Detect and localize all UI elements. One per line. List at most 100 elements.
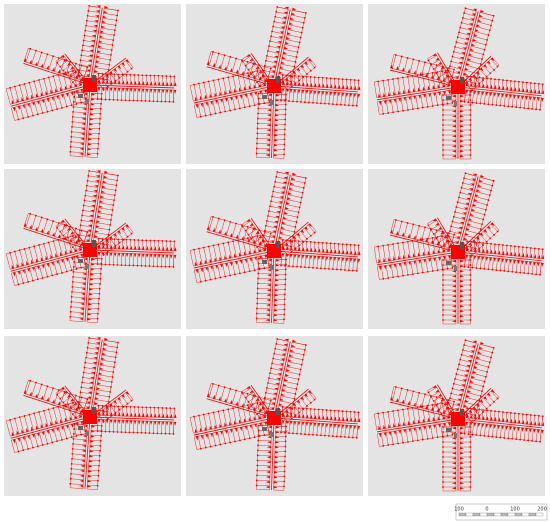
parcel-line (464, 254, 466, 267)
parcel-line (529, 247, 532, 258)
parcel-line (308, 255, 310, 268)
node (69, 477, 72, 480)
node (116, 431, 119, 433)
building (270, 240, 275, 243)
node (474, 86, 477, 88)
node (148, 265, 151, 267)
node (382, 411, 384, 414)
node (469, 259, 472, 261)
node (72, 442, 74, 445)
building (464, 202, 470, 206)
building (271, 235, 276, 238)
parcel-line (283, 381, 298, 385)
building (483, 229, 488, 233)
building (265, 153, 270, 157)
building (463, 72, 468, 75)
building (292, 403, 297, 407)
building (265, 475, 270, 479)
parcel-line (517, 413, 520, 424)
parcel-line (332, 257, 334, 270)
node (85, 184, 88, 187)
parcel-line (313, 409, 315, 419)
node (22, 282, 25, 285)
building (281, 353, 286, 356)
parcel-line (218, 411, 222, 428)
parcel-line (441, 76, 450, 83)
parcel-line (468, 411, 476, 420)
building (470, 247, 473, 252)
building (121, 420, 125, 425)
node (83, 34, 86, 37)
node (475, 102, 478, 104)
node (267, 215, 269, 217)
node (392, 276, 395, 279)
building (244, 258, 248, 263)
node (519, 271, 522, 274)
building (422, 86, 426, 91)
parcel-line (242, 220, 251, 227)
parcel-line (433, 395, 442, 402)
building (274, 466, 279, 469)
node (400, 55, 403, 58)
parcel-line (95, 62, 110, 65)
building (235, 234, 239, 239)
scale-box (455, 503, 548, 521)
building (64, 417, 68, 422)
node (449, 230, 451, 233)
node (482, 409, 484, 411)
parcel-line (292, 341, 306, 346)
node (333, 409, 336, 412)
building (533, 254, 537, 259)
parcel-line (213, 245, 218, 262)
building (102, 411, 105, 416)
building (92, 361, 97, 365)
building (195, 104, 199, 109)
building (297, 89, 301, 94)
building (86, 69, 91, 72)
node (537, 82, 540, 85)
building (469, 255, 473, 260)
building (472, 370, 477, 374)
node (531, 107, 534, 110)
building (279, 231, 284, 234)
node (469, 124, 472, 126)
building (89, 214, 94, 218)
building (388, 256, 391, 262)
node (327, 102, 330, 105)
building (80, 89, 83, 94)
node (458, 363, 460, 366)
node (28, 246, 31, 249)
parcel-line (202, 103, 206, 116)
parcel-line (82, 45, 95, 48)
building (173, 254, 177, 259)
node (479, 228, 482, 230)
node (105, 73, 108, 75)
node (97, 237, 100, 240)
node (392, 78, 394, 80)
node (82, 376, 84, 379)
node (435, 396, 438, 399)
scale-segment (535, 512, 544, 517)
building (452, 95, 456, 98)
building (104, 5, 109, 9)
parcel-line (246, 258, 250, 272)
street-arm (463, 75, 545, 111)
node (283, 148, 286, 151)
building (468, 77, 473, 82)
building (204, 426, 208, 431)
building (243, 86, 247, 91)
building (274, 139, 279, 142)
building (459, 222, 464, 225)
building (266, 298, 271, 302)
public-building (262, 427, 267, 431)
node (256, 81, 258, 83)
node (222, 242, 225, 245)
node (152, 265, 155, 268)
node (197, 247, 200, 250)
building (26, 427, 29, 433)
building (90, 376, 95, 380)
building (26, 260, 29, 266)
parcel-line (449, 398, 461, 402)
building (29, 391, 32, 396)
parcel-line (217, 264, 221, 278)
